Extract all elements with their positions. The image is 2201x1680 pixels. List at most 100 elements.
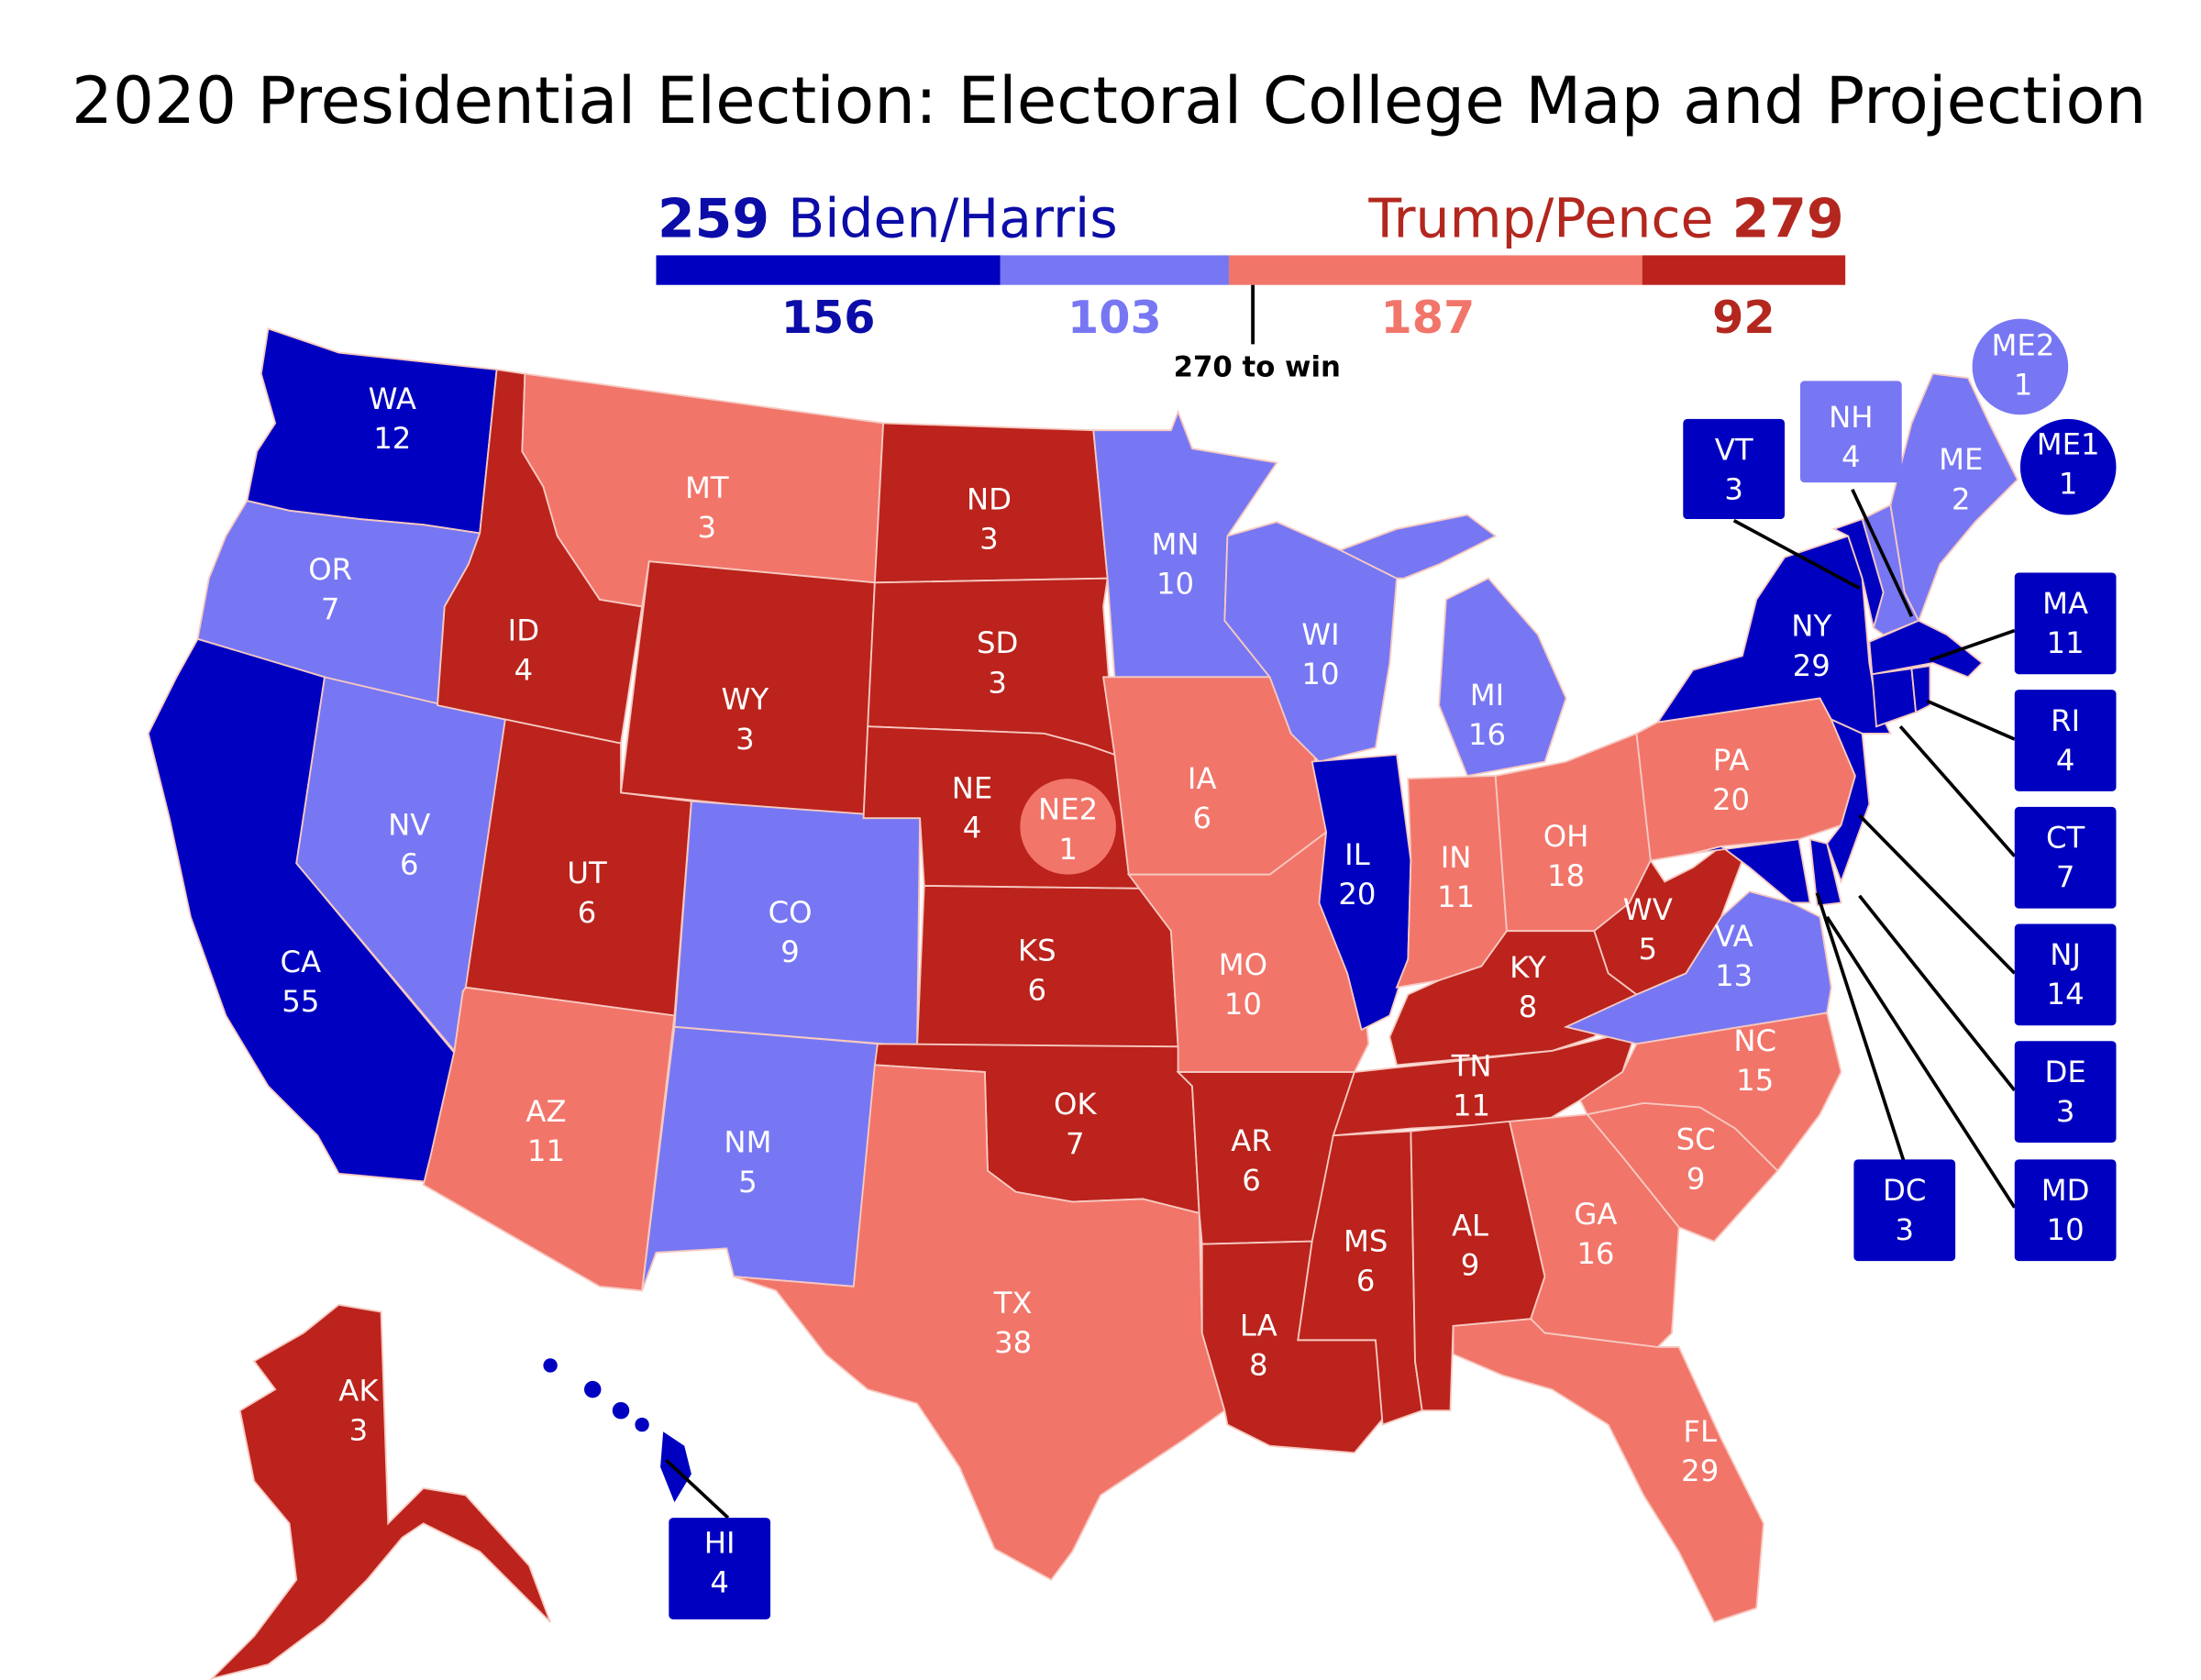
state-RI[interactable] (1910, 664, 1931, 714)
callout-NH[interactable]: NH 4 (1799, 381, 1902, 483)
state-WA[interactable] (246, 327, 498, 535)
rep-ticket-name: Trump/Pence (1367, 187, 1713, 249)
label-TN: TN 11 (1451, 1049, 1492, 1123)
label-TX: TX 38 (993, 1286, 1033, 1360)
label-OR: OR 7 (308, 552, 352, 626)
label-FL: FL 29 (1681, 1414, 1719, 1488)
segment-lean-dem-value: 103 (1067, 291, 1162, 344)
callout-VT[interactable]: VT 3 (1683, 418, 1786, 520)
segment-lean-rep-value: 187 (1380, 291, 1475, 344)
callout-HI[interactable]: HI 4 (669, 1518, 771, 1619)
label-ME1: ME1 1 (2037, 426, 2100, 501)
state-HI[interactable] (543, 1358, 691, 1503)
svg-text:HI4: HI 4 (704, 1526, 736, 1600)
state-IL[interactable] (1311, 753, 1412, 1032)
state-TX[interactable] (733, 1064, 1226, 1581)
state-AZ[interactable] (422, 986, 676, 1292)
state-CT[interactable] (1871, 668, 1918, 728)
state-NY[interactable] (1655, 535, 1892, 735)
state-WI[interactable] (1223, 521, 1398, 763)
label-WV: WV 5 (1623, 892, 1673, 967)
label-ND: ND 3 (967, 481, 1012, 556)
label-AK: AK 3 (338, 1373, 379, 1447)
state-ME[interactable] (1889, 372, 2019, 624)
callout-DE[interactable]: DE 3 (2014, 1041, 2117, 1143)
label-CO: CO 9 (769, 895, 813, 969)
label-NE2: NE2 1 (1038, 792, 1098, 867)
label-WI: WI 10 (1301, 617, 1339, 691)
bar-lean-dem (1000, 255, 1229, 285)
svg-text:RI4: RI 4 (2051, 703, 2080, 778)
label-KY: KY 8 (1510, 950, 1546, 1024)
label-MO: MO 10 (1219, 947, 1267, 1022)
label-ME2: ME2 1 (1992, 328, 2055, 403)
dem-total-line: 259 Biden/Harris (658, 187, 1118, 249)
bar-safe-dem (656, 255, 1001, 285)
callout-boxes: VT 3 NH 4 MA 11 RI 4 CT 7 NJ 14 DE 3 MD 10 (669, 381, 2117, 1619)
label-VA: VA 13 (1715, 919, 1753, 993)
svg-text:VT3: VT 3 (1715, 432, 1753, 506)
dem-total: 259 (658, 187, 769, 249)
label-OH: OH 18 (1543, 819, 1589, 893)
label-AL: AL 9 (1452, 1208, 1488, 1282)
label-MT: MT 3 (685, 470, 729, 545)
callout-NJ[interactable]: NJ 14 (2014, 923, 2117, 1026)
svg-text:DE3: DE 3 (2044, 1055, 2085, 1129)
dem-ticket-name: Biden/Harris (788, 187, 1118, 249)
label-SD: SD 3 (977, 625, 1018, 700)
threshold-label: 270 to win (1174, 351, 1341, 384)
page-title: 2020 Presidential Election: Electoral Co… (72, 62, 2146, 138)
label-MI: MI 16 (1468, 678, 1506, 752)
segment-safe-rep-value: 92 (1712, 291, 1775, 344)
label-MS: MS 6 (1344, 1223, 1388, 1298)
state-NJ[interactable] (1826, 717, 1871, 885)
label-IL: IL 20 (1338, 837, 1376, 912)
label-NC: NC 15 (1733, 1023, 1776, 1098)
district-NE2[interactable] (1020, 779, 1116, 875)
label-NM: NM 5 (724, 1125, 771, 1199)
label-ID: ID 4 (508, 613, 539, 687)
label-GA: GA 16 (1574, 1197, 1617, 1271)
callout-DC[interactable]: DC 3 (1853, 1159, 1956, 1262)
label-NV: NV 6 (388, 808, 430, 882)
district-ME1[interactable] (2019, 418, 2117, 515)
callout-CT[interactable]: CT 7 (2014, 806, 2117, 909)
callout-leaders (664, 488, 2017, 1520)
vote-tally-header: 259 Biden/Harris Trump/Pence 279 156 103… (656, 187, 1846, 384)
rep-total: 279 (1732, 187, 1844, 249)
state-MD[interactable] (1692, 838, 1811, 904)
label-IA: IA 6 (1188, 761, 1217, 835)
label-CA: CA 55 (281, 945, 322, 1019)
label-WY: WY 3 (722, 682, 769, 757)
state-DE[interactable] (1808, 838, 1842, 907)
bar-lean-rep (1228, 255, 1642, 285)
svg-text:NH4: NH 4 (1829, 400, 1873, 474)
label-KS: KS 6 (1018, 934, 1056, 1008)
label-IN: IN 11 (1437, 840, 1475, 914)
state-NC[interactable] (1578, 1011, 1842, 1173)
label-WA: WA 12 (369, 381, 416, 456)
callout-RI[interactable]: RI 4 (2014, 690, 2117, 791)
state-MI[interactable] (1338, 514, 1567, 778)
callout-MA[interactable]: MA 11 (2014, 572, 2117, 675)
district-ME2[interactable] (1972, 318, 2069, 415)
state-FL[interactable] (1452, 1318, 1764, 1624)
label-LA: LA 8 (1240, 1309, 1277, 1383)
label-MN: MN 10 (1152, 527, 1200, 602)
state-AK[interactable] (209, 1303, 551, 1680)
label-AR: AR 6 (1231, 1123, 1272, 1198)
callout-MD[interactable]: MD 10 (2014, 1159, 2117, 1262)
label-UT: UT 6 (567, 856, 607, 930)
label-NY: NY 29 (1791, 609, 1831, 683)
bar-safe-rep (1642, 255, 1846, 285)
state-PA[interactable] (1635, 697, 1856, 862)
label-SC: SC 9 (1676, 1122, 1716, 1197)
segment-safe-dem-value: 156 (781, 291, 876, 344)
label-ME: ME 2 (1939, 442, 1983, 516)
label-AZ: AZ 11 (525, 1094, 566, 1168)
state-MO[interactable] (1126, 830, 1370, 1073)
